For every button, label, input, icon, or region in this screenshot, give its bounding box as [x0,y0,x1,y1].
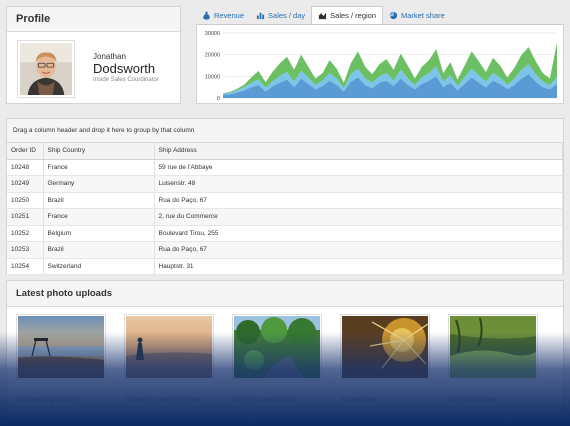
sales-region-chart: 30000 20000 10000 0 [205,31,557,102]
bar-chart-icon [256,12,265,20]
tab-market-share[interactable]: Market share [383,6,451,25]
avatar-photo [20,43,72,95]
photo-title: Cactus [340,385,367,394]
photo-title: Green Forest [232,385,282,394]
photo-card-moss[interactable]: Moss Nice mossy green [448,314,538,403]
cell-ship-country: Brazil [43,241,155,259]
tab-sales-day[interactable]: Sales / day [250,6,311,25]
y-tick-label: 30000 [205,31,220,37]
cactus-image [342,316,428,378]
cell-order-id: 10251 [7,208,44,226]
chart-tabs: Revenue Sales / day Sales / region Marke… [196,6,451,25]
cell-ship-address: 59 rue de l'Abbaye [154,159,563,176]
tab-sales-region-label: Sales / region [330,10,377,20]
cell-order-id: 10250 [7,192,44,209]
photo-description: Summer is approaching [232,397,296,403]
cell-order-id: 10249 [7,175,44,193]
photo-title: Fisherman [124,385,165,394]
photo-thumbnail[interactable] [448,314,538,380]
column-header-order-id[interactable]: Order ID [7,143,44,160]
table-row[interactable]: 10248 France 59 rue de l'Abbaye [7,159,563,176]
photo-description: A spikey plant [340,397,378,403]
moss-image [450,316,536,378]
area-series-1 [223,74,557,98]
avatar [17,40,75,98]
column-header-ship-country[interactable]: Ship Country [43,143,155,160]
cell-ship-address: Boulevard Tirou, 255 [154,225,563,242]
cell-ship-address: Rua do Paço, 67 [154,241,563,259]
green-forest-image [234,316,320,378]
y-tick-label: 0 [217,96,220,102]
group-drop-area[interactable]: Drag a column header and drop it here to… [7,119,563,143]
pie-chart-icon [389,11,398,20]
photo-thumbnail[interactable] [340,314,430,380]
chart-y-ticks: 30000 20000 10000 0 [205,31,220,102]
tab-revenue[interactable]: Revenue [196,6,250,25]
photo-card-cactus[interactable]: Cactus A spikey plant [340,314,430,403]
fisherman-image [126,316,212,378]
cell-order-id: 10248 [7,159,44,176]
tab-revenue-label: Revenue [214,10,245,20]
cell-ship-address: Rua do Paço, 67 [154,192,563,209]
photo-title: Sunrise [16,385,46,394]
profile-panel: Profile Jonathan Dodsworth Inside Sales … [6,6,181,104]
photo-description: Just when a great day is [16,397,81,403]
photos-heading: Latest photo uploads [7,281,563,307]
photo-thumbnail[interactable] [124,314,214,380]
table-row[interactable]: 10252 Belgium Boulevard Tirou, 255 [7,225,563,242]
cell-ship-country: Belgium [43,225,155,242]
cell-order-id: 10253 [7,241,44,259]
y-tick-label: 10000 [205,74,220,80]
cell-ship-country: Switzerland [43,258,155,275]
photo-card-green-forest[interactable]: Green Forest Summer is approaching [232,314,322,403]
chart-panel: 30000 20000 10000 0 [196,24,564,104]
photo-thumbnail[interactable] [232,314,322,380]
profile-first-name: Jonathan [93,52,126,61]
orders-grid: Drag a column header and drop it here to… [6,118,564,275]
cell-ship-address: Hauptstr. 31 [154,258,563,275]
photo-description: Follow me to the north shore [124,397,201,403]
table-row[interactable]: 10250 Brazil Rua do Paço, 67 [7,192,563,209]
area-chart-icon [319,12,327,20]
tab-sales-day-label: Sales / day [268,10,306,20]
tab-market-share-label: Market share [401,10,445,20]
photo-thumbnail[interactable] [16,314,106,380]
table-row[interactable]: 10251 France 2, rue du Commerce [7,208,563,226]
sunrise-image [18,316,104,378]
photo-title: Moss [448,385,469,394]
cell-ship-address: Luisenstr. 48 [154,175,563,193]
area-series-2 [223,64,557,95]
cell-ship-country: France [43,208,155,226]
cell-ship-country: Germany [43,175,155,193]
cell-order-id: 10254 [7,258,44,275]
area-series-3 [223,42,557,94]
cell-ship-country: Brazil [43,192,155,209]
profile-last-name: Dodsworth [93,61,156,76]
money-bag-icon [203,11,210,20]
photo-card-fisherman[interactable]: Fisherman Follow me to the north shore [124,314,214,403]
orders-table: Order ID Ship Country Ship Address 10248… [7,143,563,275]
y-tick-label: 20000 [205,53,220,59]
table-row[interactable]: 10254 Switzerland Hauptstr. 31 [7,258,563,275]
cell-order-id: 10252 [7,225,44,242]
cell-ship-country: France [43,159,155,176]
cell-ship-address: 2, rue du Commerce [154,208,563,226]
tab-sales-region[interactable]: Sales / region [311,6,384,25]
profile-job-title: Inside Sales Coordinator [93,77,159,83]
profile-heading: Profile [7,7,180,32]
photo-card-sunrise[interactable]: Sunrise Just when a great day is [16,314,106,403]
table-row[interactable]: 10253 Brazil Rua do Paço, 67 [7,241,563,259]
photo-description: Nice mossy green [448,397,497,403]
column-header-ship-address[interactable]: Ship Address [154,143,563,160]
chart-areas [223,42,557,98]
table-row[interactable]: 10249 Germany Luisenstr. 48 [7,175,563,193]
